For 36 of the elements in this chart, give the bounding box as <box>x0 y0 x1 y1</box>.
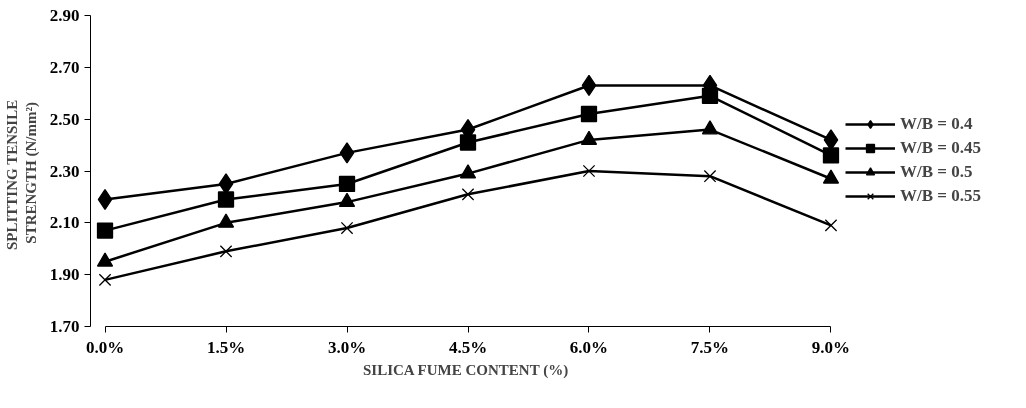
legend-label: W/B = 0.45 <box>900 138 981 158</box>
y-tick-label: 2.90 <box>49 6 80 25</box>
point <box>824 219 838 232</box>
y-tick-label: 2.50 <box>49 109 80 129</box>
x-tick-label: 6.0% <box>569 337 609 357</box>
y-axis-title: SPLITTING TENSILE STRENGTH (N/mm²) <box>3 99 40 250</box>
y-tick-label: 1.70 <box>49 317 80 336</box>
legend-label: W/B = 0.55 <box>900 186 981 206</box>
x-axis-title: SILICA FUME CONTENT (%) <box>362 361 569 379</box>
point <box>338 175 356 193</box>
point <box>459 134 477 151</box>
point <box>822 147 840 164</box>
point <box>340 221 354 235</box>
legend-label: W/B = 0.5 <box>900 162 973 182</box>
point <box>339 142 355 164</box>
y-tick-label: 2.30 <box>49 161 80 181</box>
y-tick-label: 1.90 <box>49 265 80 285</box>
x-tick-label: 0.0% <box>85 337 125 357</box>
point <box>96 222 114 239</box>
point <box>461 188 475 201</box>
point <box>701 120 719 135</box>
x-tick-label: 7.5% <box>690 337 730 357</box>
point <box>701 87 719 104</box>
point <box>98 273 112 287</box>
x-tick-label: 9.0% <box>811 337 851 357</box>
y-tick-label: 2.10 <box>49 213 80 233</box>
point <box>217 191 235 208</box>
x-tick-label: 4.5% <box>448 337 488 357</box>
legend-label: W/B = 0.4 <box>900 114 973 134</box>
point <box>219 245 233 258</box>
x-tick-label: 3.0% <box>327 337 367 357</box>
point <box>582 164 596 178</box>
point <box>580 105 598 123</box>
x-tick-label: 1.5% <box>206 337 246 357</box>
point <box>703 169 717 183</box>
y-tick-label: 2.70 <box>49 57 80 77</box>
